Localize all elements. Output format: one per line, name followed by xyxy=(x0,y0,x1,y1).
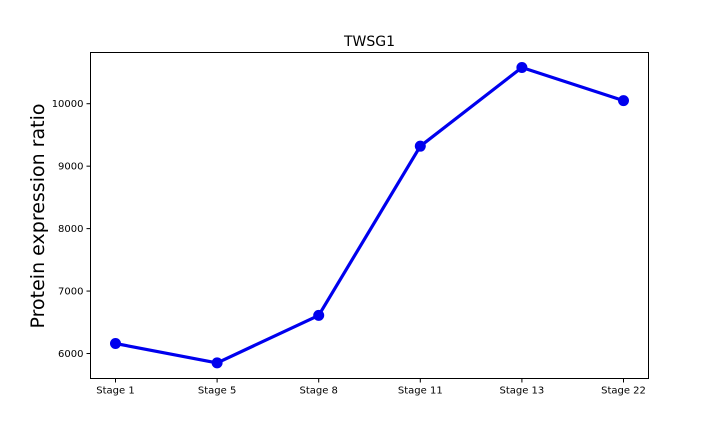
x-tick-label: Stage 22 xyxy=(601,386,646,397)
x-tick-label: Stage 13 xyxy=(499,386,544,397)
y-tick-label: 9000 xyxy=(58,162,83,173)
x-tick-label: Stage 8 xyxy=(299,386,337,397)
x-tick-label: Stage 1 xyxy=(96,386,134,397)
series-line xyxy=(115,65,624,365)
data-point xyxy=(110,338,121,350)
data-point xyxy=(516,61,528,73)
y-tick-label: 10000 xyxy=(52,99,84,110)
x-tick-label: Stage 11 xyxy=(398,386,443,397)
y-axis-label: Protein expression ratio xyxy=(27,104,49,329)
chart-title: TWSG1 xyxy=(343,34,395,50)
y-tick-label: 8000 xyxy=(58,224,83,235)
axes: 6000 7000 8000 9000 10000 Stage 1 Stage 5 Stage… xyxy=(52,99,646,396)
data-series xyxy=(110,61,629,369)
y-tick-label: 6000 xyxy=(58,349,83,360)
y-tick-label: 7000 xyxy=(58,287,83,298)
data-point xyxy=(414,140,426,152)
data-point xyxy=(211,357,223,369)
plot-frame xyxy=(90,52,649,379)
x-tick-label: Stage 5 xyxy=(198,386,236,397)
data-point xyxy=(313,309,325,321)
data-point xyxy=(618,95,629,107)
